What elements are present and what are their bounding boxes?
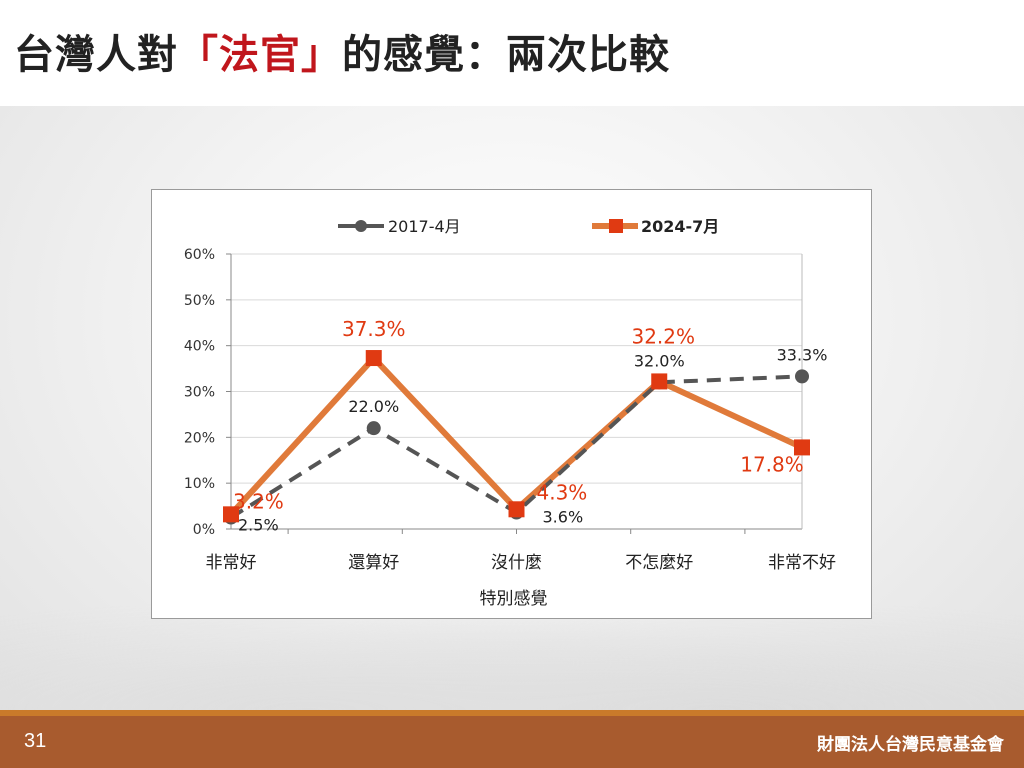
y-tick-label: 0% [193,522,215,538]
y-tick-label: 40% [184,339,215,355]
series-point-2024 [794,439,810,456]
data-label-2024: 17.8% [740,452,804,476]
data-label-2017: 33.3% [777,345,828,364]
legend-marker-2017 [355,220,367,232]
x-tick-label: 還算好 [348,553,399,573]
legend-label-2017: 2017-4月 [388,217,461,236]
page-title: 台灣人對「法官」的感覺：兩次比較 [14,22,670,82]
title-highlight: 「法官」 [178,32,342,78]
x-tick-label: 不怎麼好 [625,553,693,573]
x-tick-label: 沒什麼 [491,553,542,573]
data-label-2017: 2.5% [238,516,279,535]
series-point-2024 [223,506,239,523]
page-number: 31 [24,730,47,752]
legend-label-2024: 2024-7月 [641,217,719,236]
series-point-2024 [508,501,525,518]
y-tick-label: 20% [184,430,215,446]
data-label-2024: 3.2% [233,489,284,513]
data-label-2024: 37.3% [342,317,406,341]
series-point-2017 [366,421,381,436]
data-label-2017: 3.6% [543,508,584,527]
y-tick-label: 30% [184,385,215,401]
series-line-2017 [229,374,803,520]
chart-canvas: 0% 10% 20% 30% 40% 50% 60% 非常好 還算好 沒什麼 不怎麼好 非常不好特別感… [184,217,836,609]
data-label-2024: 4.3% [537,480,588,504]
data-label-2017: 22.0% [348,397,399,416]
y-tick-label: 50% [184,293,215,309]
footer-bar: 31 財團法人台灣民意基金會 [0,716,1024,768]
y-tick-label: 60% [184,247,215,263]
series-point-2017 [795,369,809,384]
x-tick-label: 非常好 [206,553,257,573]
x-tick-label: 非常不好 [768,553,836,573]
footer-accent-line [0,710,1024,716]
x-axis-label: 特別感覺 [480,589,548,609]
line-chart: 0% 10% 20% 30% 40% 50% 60% 非常好 還算好 沒什麼 不怎麼好 非常不好特別感… [151,189,872,619]
legend-marker-2024 [609,219,623,233]
series-point-2024 [651,373,668,390]
data-label-2024: 32.2% [631,324,695,348]
title-prefix: 台灣人對 [14,32,178,78]
y-tick-label: 10% [184,476,215,492]
data-label-2017: 32.0% [634,351,685,370]
title-suffix: 的感覺：兩次比較 [342,32,670,78]
organization-name: 財團法人台灣民意基金會 [817,735,1004,755]
series-point-2024 [365,350,382,367]
